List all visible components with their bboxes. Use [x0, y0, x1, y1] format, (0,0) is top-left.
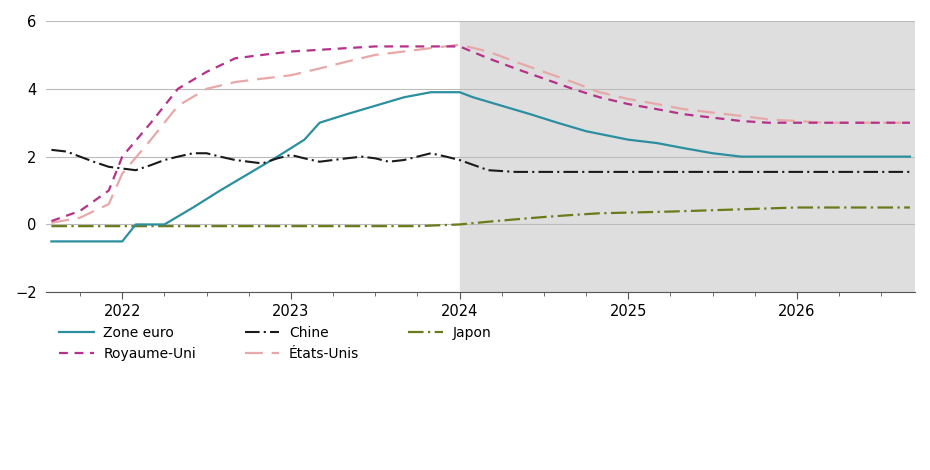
Legend: Zone euro, Royaume-Uni, Chine, États-Unis, Japon: Zone euro, Royaume-Uni, Chine, États-Uni… — [53, 321, 497, 367]
Bar — [459, 21, 915, 292]
